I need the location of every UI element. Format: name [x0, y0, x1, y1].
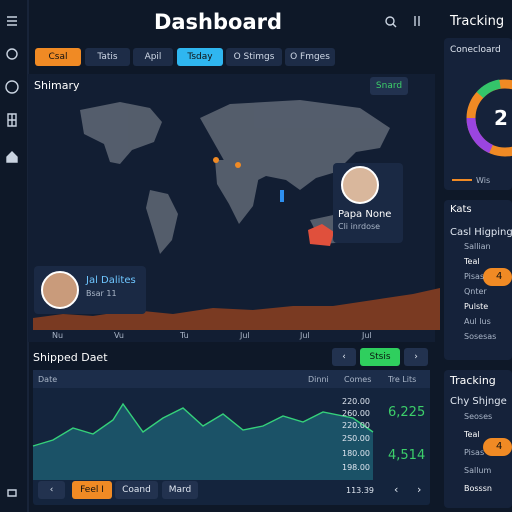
list-item: Sosesas	[464, 332, 497, 341]
button[interactable]: Feel I	[72, 481, 112, 499]
column-header: Comes	[344, 375, 372, 384]
cell: 2S0.00	[342, 434, 370, 443]
axis-label: Jul	[362, 331, 372, 340]
cell: 220.00	[342, 421, 370, 430]
ring-value: 2	[494, 106, 508, 130]
profile-detail: Bsar 11	[86, 289, 117, 298]
cell: 180.00	[342, 449, 370, 458]
next-button[interactable]: ›	[404, 348, 428, 366]
prev-button[interactable]: ‹	[38, 481, 65, 499]
action-button[interactable]: Snard	[370, 77, 408, 95]
prev-button[interactable]: ‹	[332, 348, 356, 366]
column-header: Tre Lits	[388, 375, 417, 384]
axis-label: Nu	[52, 331, 64, 340]
list-item: Pulste	[464, 302, 489, 311]
list-item: Bosssn	[464, 484, 492, 493]
cell: 260.00	[342, 409, 370, 418]
axis-label: Vu	[114, 331, 124, 340]
highlight-value: 6,225	[388, 405, 426, 420]
tab[interactable]: Tatis	[85, 48, 130, 66]
next-button[interactable]: ›	[417, 483, 422, 496]
section-title: Shipped Daet	[33, 351, 108, 364]
badge: 4	[496, 271, 503, 282]
section-title: Shimary	[34, 79, 80, 92]
card-subtitle: Casl Higping	[450, 227, 512, 238]
tab[interactable]: Apil	[133, 48, 173, 66]
column-header: Date	[38, 375, 58, 384]
axis-label: Jul	[300, 331, 310, 340]
tab[interactable]: O Fmges	[285, 48, 335, 66]
profile-detail: Cli inrdose	[338, 222, 381, 231]
tab[interactable]: Tsday	[177, 48, 223, 66]
tab[interactable]: O Stimgs	[226, 48, 282, 66]
ring-label: Wis	[476, 176, 491, 185]
title: Dashboard	[153, 10, 283, 34]
badge: 4	[496, 441, 503, 452]
list-item: Seoses	[464, 412, 493, 421]
cell: 220.00	[342, 397, 370, 406]
card-title: Conecloard	[450, 45, 501, 55]
list-item: Teal	[464, 257, 480, 266]
card-title: Tracking	[450, 374, 496, 387]
card-subtitle: Chy Shjnge	[450, 396, 507, 407]
cell: 198.00	[342, 463, 370, 472]
list-item: Aul lus	[464, 317, 491, 326]
highlight-value: 4,514	[388, 448, 426, 463]
axis-label: Jul	[240, 331, 250, 340]
panel-title: Tracking	[450, 14, 505, 29]
prev-button[interactable]: ‹	[394, 483, 399, 496]
list-item: Sallian	[464, 242, 491, 251]
card-title: Kats	[450, 204, 472, 215]
profile-name: Jal Dalites	[86, 275, 136, 286]
axis-label: Tu	[180, 331, 189, 340]
button[interactable]: Coand	[115, 481, 158, 499]
list-item: Pisas	[464, 272, 485, 281]
list-item: Qnter	[464, 287, 487, 296]
action-button[interactable]: Stsis	[360, 348, 400, 366]
tab[interactable]: Csal	[35, 48, 81, 66]
column-header: Dinni	[308, 375, 329, 384]
list-item: Teal	[464, 430, 480, 439]
profile-name: Papa None	[338, 209, 392, 220]
list-item: Sallum	[464, 466, 492, 475]
list-item: Pisas	[464, 448, 485, 457]
total: 113.39	[346, 486, 374, 495]
button[interactable]: Mard	[162, 481, 198, 499]
